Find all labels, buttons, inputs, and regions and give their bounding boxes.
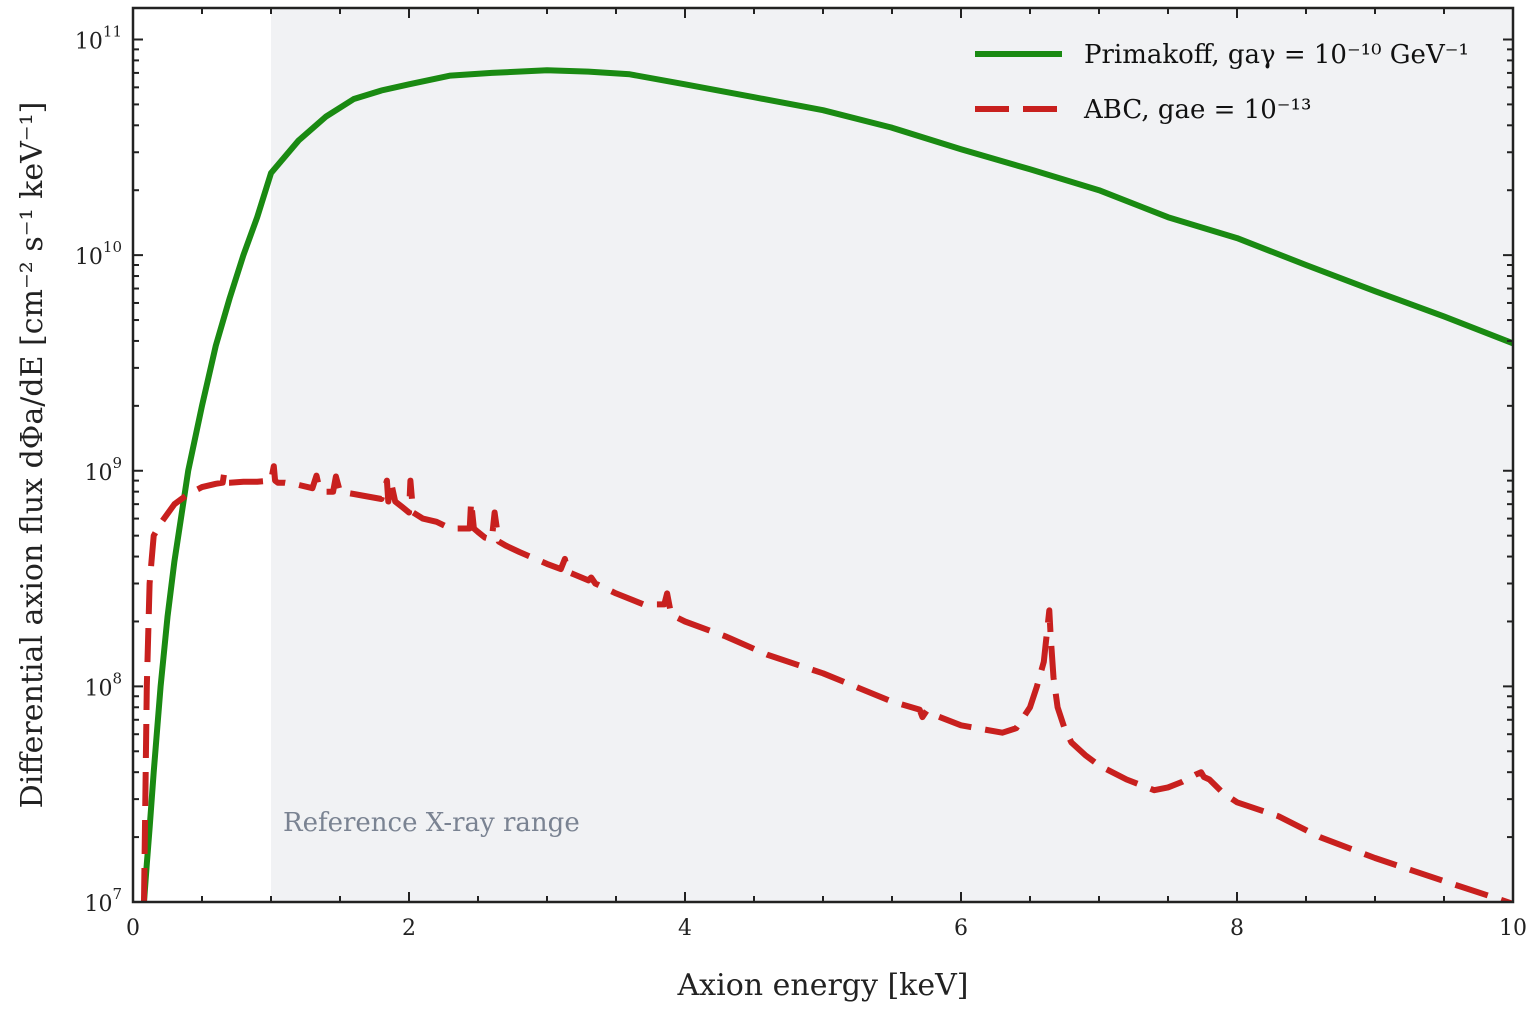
x-tick-label: 4 <box>678 916 692 941</box>
y-tick-label: 108 <box>84 669 122 701</box>
y-tick-labels: 107 108 109 1010 1011 <box>75 23 122 917</box>
y-tick-label: 1010 <box>75 238 122 270</box>
y-axis-title: Differential axion flux dΦa/dE [cm⁻² s⁻¹… <box>15 102 50 809</box>
series-line-abc <box>141 463 1513 902</box>
reference-xray-shaded-region <box>271 8 1513 902</box>
legend: Primakoff, gaγ = 10⁻¹⁰ GeV⁻¹ ABC, gae = 1… <box>975 40 1469 125</box>
x-axis-title: Axion energy [keV] <box>677 968 969 1003</box>
series-layer <box>140 67 1513 902</box>
y-tick-label: 1011 <box>75 23 122 55</box>
plot-frame <box>131 6 1515 904</box>
x-tick-label: 0 <box>126 916 140 941</box>
legend-label: Primakoff, gaγ = 10⁻¹⁰ GeV⁻¹ <box>1084 40 1469 70</box>
y-tick-label: 107 <box>84 885 122 917</box>
x-tick-label: 2 <box>402 916 416 941</box>
y-tick-label: 109 <box>84 454 122 486</box>
x-tick-labels: 0 2 4 6 8 10 <box>126 916 1527 941</box>
series-line-primakoff <box>140 67 1513 902</box>
x-tick-label: 10 <box>1499 916 1527 941</box>
reference-xray-range-label: Reference X-ray range <box>283 808 580 838</box>
x-tick-label: 8 <box>1230 916 1244 941</box>
x-tick-label: 6 <box>954 916 968 941</box>
legend-label: ABC, gae = 10⁻¹³ <box>1083 95 1311 125</box>
